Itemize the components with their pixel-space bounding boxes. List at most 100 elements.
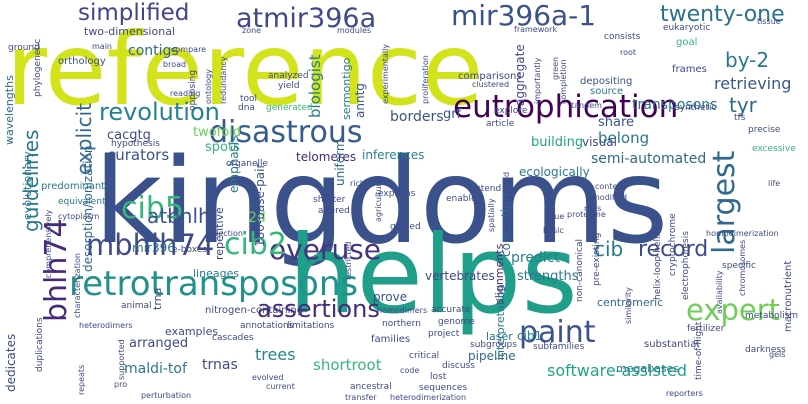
word: transfer: [345, 393, 377, 402]
word: opposing: [188, 69, 198, 111]
word: hypothesis: [111, 139, 160, 149]
word: time-of-flight: [694, 321, 704, 380]
word: eutrophication: [453, 89, 679, 125]
word: paint: [519, 315, 596, 350]
word: mir396a-1: [451, 0, 597, 32]
word: consists: [604, 32, 641, 42]
word: trnas: [202, 357, 238, 373]
word: source: [590, 86, 624, 97]
word: gained: [390, 222, 421, 232]
word: homodimers: [377, 306, 428, 315]
word: chromosomes: [738, 239, 747, 296]
word: macronutrient: [783, 260, 794, 332]
word: subfamilies: [533, 342, 585, 352]
word: metabolism: [745, 311, 799, 321]
word: duplications: [35, 317, 45, 372]
word: zone: [242, 26, 262, 35]
word: mir396: [132, 241, 175, 255]
word: framework: [514, 25, 558, 34]
word: vertebrates: [425, 269, 495, 283]
word: laser: [486, 330, 513, 343]
word: proteome: [567, 210, 606, 219]
word: heterodimers: [79, 321, 133, 330]
word: cascades: [212, 333, 254, 343]
word: subgroups: [470, 340, 517, 350]
word: organelle: [226, 159, 269, 169]
word: limitations: [287, 321, 335, 331]
word: ontology: [204, 69, 213, 104]
word: reading: [170, 89, 201, 98]
word: repeats: [77, 364, 86, 395]
word: atbhlh: [147, 204, 211, 228]
word: precise: [748, 125, 781, 135]
word: grf: [443, 107, 462, 122]
word: discuss: [442, 361, 475, 371]
word: supported: [117, 339, 126, 380]
word: twenty-one: [660, 2, 785, 27]
word: restricted: [344, 241, 353, 280]
word: orthology: [58, 56, 106, 67]
word: genome: [438, 317, 475, 327]
word: dna: [238, 103, 255, 113]
word: tyr: [729, 93, 757, 117]
word: borders: [390, 109, 444, 125]
word: article: [486, 119, 515, 129]
word: atmir396a: [236, 3, 377, 34]
word: wavelengths: [3, 75, 16, 145]
word: mbhlh74: [86, 228, 215, 262]
word: transposons: [632, 97, 718, 113]
word: largest: [707, 150, 742, 254]
word: broad: [163, 60, 187, 69]
word: share: [598, 115, 635, 130]
word: inferences: [362, 148, 425, 162]
word: analyzed: [268, 71, 309, 81]
word: availability: [715, 270, 724, 314]
word: uniform: [333, 139, 347, 186]
word: equivalent: [58, 197, 106, 207]
word: two-dimensional: [84, 25, 175, 38]
word: helix-loop-helix: [653, 231, 663, 300]
word: root: [620, 48, 637, 57]
word: revolution: [99, 98, 220, 126]
word: importantly: [533, 57, 542, 104]
word: spatially: [487, 198, 496, 232]
word: life: [768, 179, 781, 188]
word: telomeres: [296, 150, 357, 164]
word: trna: [151, 287, 164, 310]
word: similarity: [624, 287, 633, 324]
word: reporters: [666, 389, 703, 398]
word: assertions: [257, 295, 380, 323]
word: retrieving: [714, 74, 792, 93]
word: eukaryotic: [663, 23, 711, 33]
word: yield: [278, 81, 300, 91]
word: selection: [207, 229, 243, 238]
word: phylogenetic: [33, 38, 43, 97]
word: cib5: [121, 191, 184, 226]
word: overuse: [269, 233, 381, 266]
word: rich: [350, 179, 365, 188]
word: shorter: [313, 195, 346, 205]
word: reference: [6, 11, 484, 128]
word: maldi-tof: [124, 361, 187, 377]
word: predict: [511, 250, 560, 266]
word: homodimerization: [706, 229, 779, 238]
word: agricultural: [374, 176, 383, 222]
word: trees: [255, 345, 296, 364]
word: e-boxes: [172, 245, 208, 255]
word: spots: [205, 140, 240, 155]
word: context: [595, 182, 626, 191]
word: 2d: [248, 210, 266, 226]
word: lost: [430, 372, 447, 382]
word: experimentally: [381, 43, 390, 104]
word: excessive: [752, 144, 796, 154]
word: contigs: [128, 43, 179, 59]
word: ancestral: [350, 382, 392, 392]
word: comparisons: [458, 71, 522, 82]
word: comprehensively: [44, 209, 53, 278]
word: extend: [470, 184, 502, 194]
word: anntg: [353, 83, 367, 118]
word: electrophoresis: [681, 231, 691, 300]
word: megabases: [616, 362, 680, 375]
word: sequences: [419, 383, 468, 393]
